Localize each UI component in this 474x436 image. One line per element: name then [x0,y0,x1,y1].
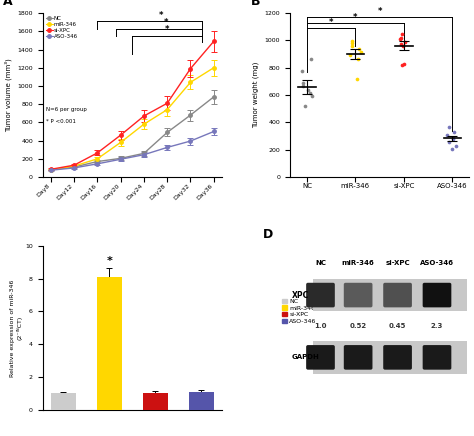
Point [445,123,452,130]
Y-axis label: Relative expression of miR-346
(2⁻ᴵᴺCT): Relative expression of miR-346 (2⁻ᴵᴺCT) [10,279,22,377]
Y-axis label: Tumor weight (mg): Tumor weight (mg) [253,62,259,128]
Point [354,55,362,62]
Bar [189,392,214,410]
Text: B: B [251,0,260,8]
Text: *: * [165,25,169,34]
Point [309,93,316,100]
Text: 0.45: 0.45 [389,323,406,329]
Text: NC: NC [315,259,326,266]
Text: *: * [106,255,112,266]
Point [356,45,363,52]
Text: N=6 per group: N=6 per group [46,107,87,112]
Point [298,68,306,75]
Y-axis label: Tumor volume (mm³): Tumor volume (mm³) [4,58,12,132]
FancyBboxPatch shape [313,341,467,374]
Point [346,51,354,58]
Point [450,134,457,141]
Point [348,40,356,47]
Point [299,79,307,86]
Text: *: * [329,18,333,27]
Point [449,136,456,143]
Text: * P <0.001: * P <0.001 [46,119,76,124]
Bar [51,393,76,410]
Point [398,34,405,41]
FancyBboxPatch shape [306,345,335,370]
Point [401,61,408,68]
FancyBboxPatch shape [423,283,451,307]
Legend: NC, miR-346, si-XPC, ASO-346: NC, miR-346, si-XPC, ASO-346 [46,16,79,40]
Point [301,102,309,109]
Legend: NC, miR-346, si-XPC, ASO-346: NC, miR-346, si-XPC, ASO-346 [281,298,318,325]
Point [443,132,451,139]
Text: 2.3: 2.3 [431,323,443,329]
FancyBboxPatch shape [344,345,373,370]
Text: si-XPC: si-XPC [385,259,410,266]
Text: *: * [159,11,164,20]
Text: *: * [164,18,168,27]
Text: D: D [263,228,273,241]
FancyBboxPatch shape [344,283,373,307]
FancyBboxPatch shape [306,283,335,307]
Text: A: A [3,0,13,8]
Point [448,145,456,152]
Point [307,55,315,62]
FancyBboxPatch shape [313,279,467,311]
Point [445,138,453,145]
Text: *: * [353,13,358,21]
Text: miR-346: miR-346 [342,259,374,266]
FancyBboxPatch shape [423,345,451,370]
Text: 0.52: 0.52 [349,323,367,329]
Point [348,37,356,44]
Point [399,31,406,37]
Point [396,36,403,43]
Bar [97,277,122,410]
Point [450,129,457,136]
Point [452,143,459,150]
Point [304,86,312,93]
Point [353,75,360,82]
Point [299,82,307,89]
Text: GAPDH: GAPDH [292,354,319,361]
Text: ASO-346: ASO-346 [420,259,454,266]
Point [357,48,365,55]
Point [306,89,313,96]
Point [398,41,405,48]
FancyBboxPatch shape [383,283,412,307]
Point [348,43,356,50]
Text: XPC: XPC [292,290,309,300]
Bar [143,393,168,410]
Text: *: * [377,7,382,16]
Point [399,43,407,50]
Text: 1.0: 1.0 [314,323,327,329]
Point [398,62,405,69]
FancyBboxPatch shape [383,345,412,370]
Point [401,38,409,45]
